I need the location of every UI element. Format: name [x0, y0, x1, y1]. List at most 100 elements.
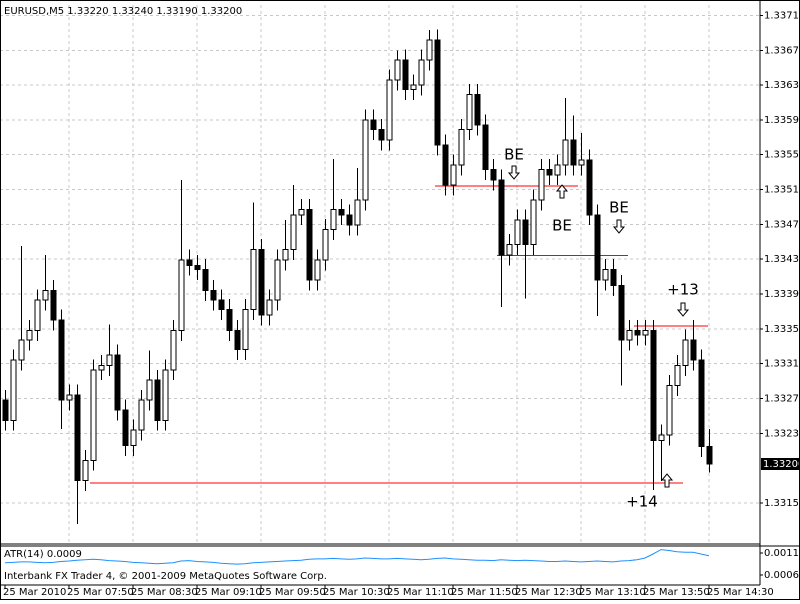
candle-body — [458, 128, 465, 166]
candle-body — [562, 139, 569, 166]
candle-body — [74, 394, 81, 481]
candle-body — [426, 39, 433, 61]
annotation: BE — [609, 199, 629, 217]
candle-body — [418, 59, 425, 86]
candle-body — [442, 144, 449, 186]
candle-body — [10, 359, 17, 421]
candle-body — [322, 229, 329, 261]
candle-body — [394, 59, 401, 81]
candle-body — [290, 214, 297, 251]
candle-body — [618, 284, 625, 341]
candle-body — [162, 369, 169, 421]
x-tick-label: 25 Mar 12:30 — [515, 587, 582, 598]
footer: Interbank FX Trader 4, © 2001-2009 MetaQ… — [4, 571, 327, 582]
candle-body — [666, 384, 673, 436]
x-tick-label: 25 Mar 11:10 — [387, 587, 454, 598]
candle-body — [658, 434, 665, 441]
candle-body — [314, 259, 321, 281]
chart-title: EURUSD,M5 1.33220 1.33240 1.33190 1.3320… — [4, 6, 242, 17]
candle-body — [338, 209, 345, 216]
y-tick-label: 1.33395 — [764, 289, 800, 300]
candle-body — [178, 259, 185, 332]
candle-body — [330, 209, 337, 231]
candle-body — [242, 309, 249, 351]
candle-body — [226, 309, 233, 332]
arrow — [507, 165, 521, 180]
candle-body — [610, 269, 617, 286]
candle-body — [346, 214, 353, 226]
candle-body — [546, 169, 553, 176]
candle-body — [706, 445, 713, 465]
candle-body — [522, 219, 529, 245]
annotation: BE — [504, 146, 524, 164]
candle-body — [170, 330, 177, 371]
x-tick-label: 25 Mar 14:30 — [707, 587, 774, 598]
candle-body — [154, 379, 161, 421]
y-tick-label: 1.33595 — [764, 115, 800, 126]
last-price-label: 1.33200 — [763, 459, 800, 470]
annotation: +14 — [626, 493, 658, 511]
y-tick-label: 1.33555 — [764, 150, 800, 161]
last-price-box — [761, 457, 800, 470]
candle-body — [258, 249, 265, 316]
x-tick-label: 25 Mar 2010 — [3, 587, 66, 598]
candle-body — [18, 339, 25, 361]
candle-body — [218, 299, 225, 311]
candle-body — [530, 199, 537, 245]
candle-body — [298, 209, 305, 216]
candle-body — [674, 364, 681, 386]
candle-body — [186, 259, 193, 266]
y-tick-label: 1.33435 — [764, 254, 800, 265]
candle-body — [690, 339, 697, 361]
candle-body — [482, 124, 489, 171]
x-tick-label: 25 Mar 10:30 — [323, 587, 390, 598]
indicator-title: ATR(14) 0.0009 — [4, 549, 82, 560]
arrow — [612, 219, 626, 234]
candle-body — [194, 264, 201, 271]
y-tick-label: 1.33515 — [764, 185, 800, 196]
candle-body — [650, 330, 657, 441]
y-tick-label: 1.33235 — [764, 428, 800, 439]
candle-body — [58, 319, 65, 401]
x-tick-label: 25 Mar 09:50 — [259, 587, 326, 598]
candle-body — [274, 259, 281, 301]
annotation: BE — [552, 217, 572, 235]
candle-body — [130, 429, 137, 446]
candle-body — [90, 369, 97, 461]
candle-body — [434, 39, 441, 146]
candle-body — [266, 299, 273, 316]
candle-body — [514, 219, 521, 245]
candle-body — [402, 59, 409, 90]
x-tick-label: 25 Mar 09:10 — [195, 587, 262, 598]
y-tick-label: 1.33715 — [764, 10, 800, 21]
annotation: +13 — [667, 281, 699, 299]
candle-body — [682, 339, 689, 366]
y-tick-label: 1.33475 — [764, 219, 800, 230]
candle-body — [570, 139, 577, 166]
candle-body — [50, 290, 57, 321]
candle-body — [594, 214, 601, 281]
candle-body — [538, 169, 545, 201]
candle-body — [498, 179, 505, 256]
y-tick-label: 1.33275 — [764, 393, 800, 404]
candle-body — [66, 394, 73, 401]
candle-body — [410, 84, 417, 90]
candle-body — [114, 354, 121, 411]
arrow — [555, 184, 569, 199]
y-tick-label: 1.33675 — [764, 45, 800, 56]
y-tick-label: 0.0006 — [764, 570, 799, 581]
candle-body — [698, 359, 705, 447]
candle-body — [250, 249, 257, 311]
candle-body — [354, 199, 361, 226]
candle-body — [578, 159, 585, 166]
y-tick-label: 1.33635 — [764, 80, 800, 91]
candle-body — [554, 164, 561, 176]
candle-body — [2, 399, 9, 421]
candle-body — [370, 119, 377, 130]
x-tick-label: 25 Mar 13:50 — [643, 587, 710, 598]
candle-body — [626, 330, 633, 341]
candle-body — [138, 399, 145, 431]
candle-body — [602, 269, 609, 281]
